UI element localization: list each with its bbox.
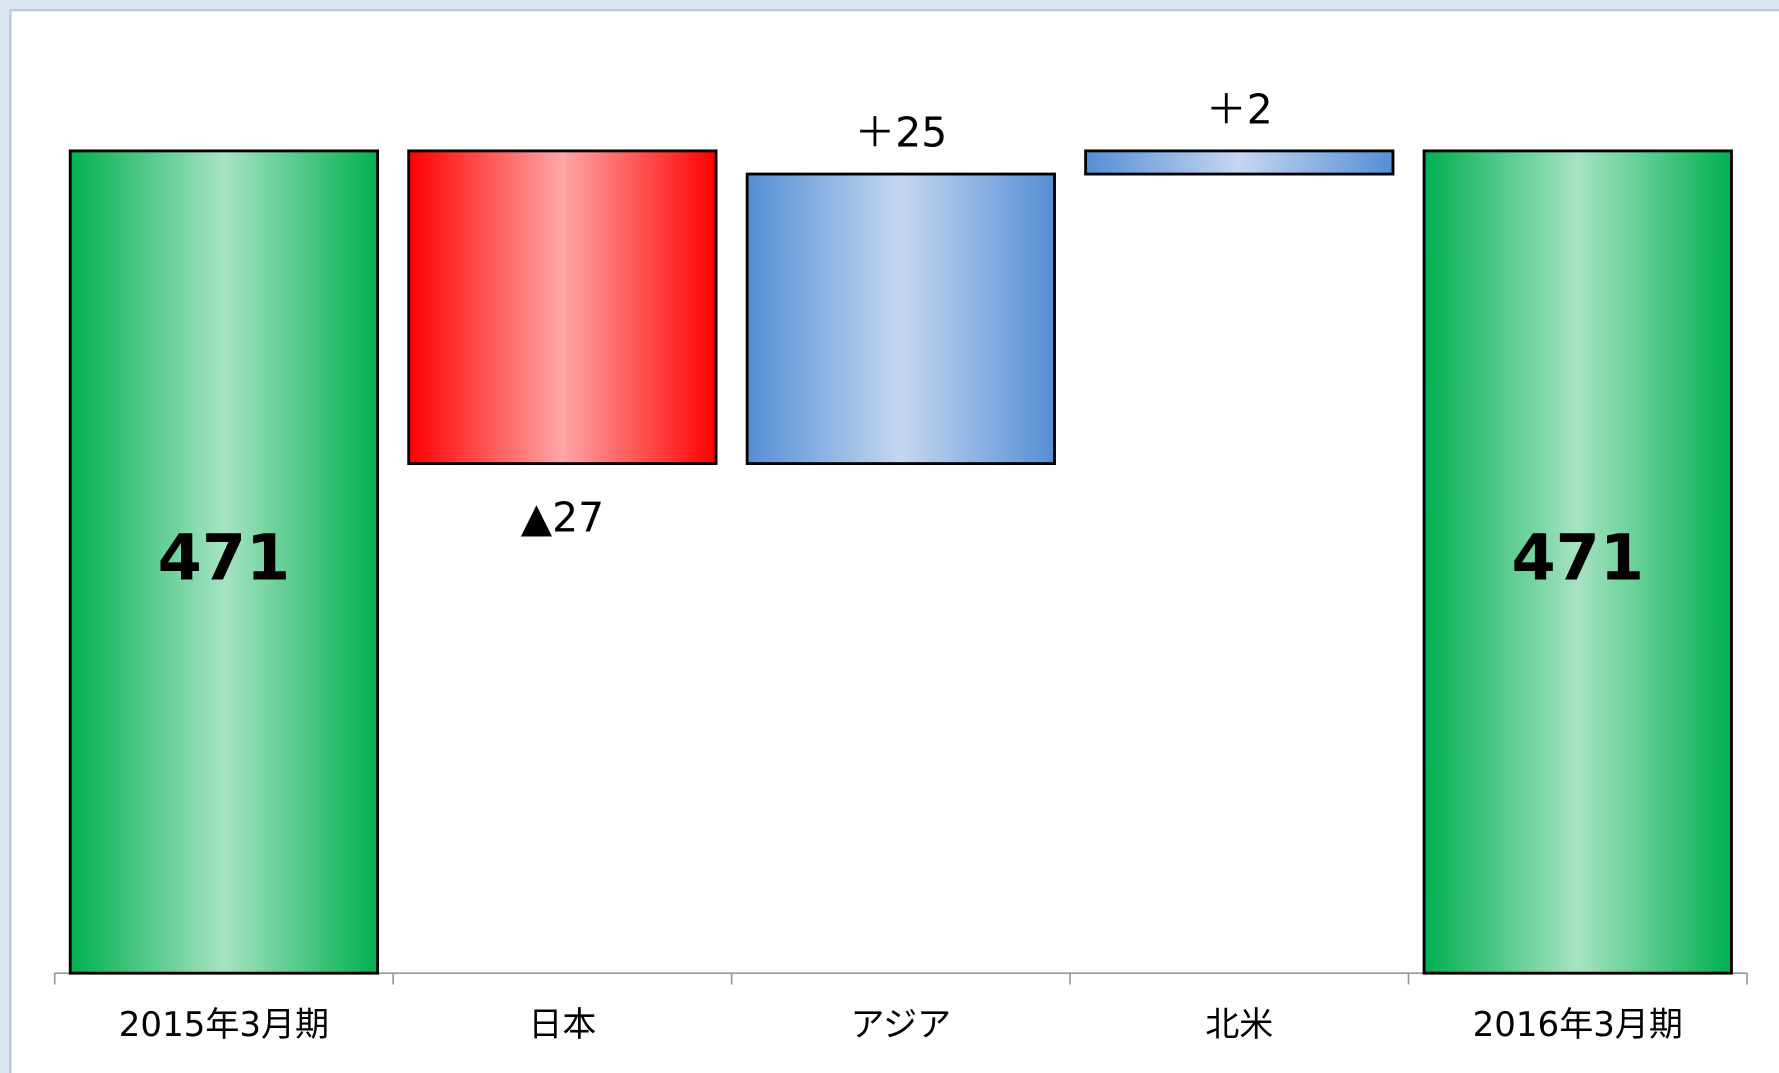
x-tick-label: 北米 <box>1205 1005 1273 1045</box>
bar <box>1084 149 1395 176</box>
data-label: ＋25 <box>854 108 947 156</box>
x-tick-label: 2015年3月期 <box>119 1005 329 1045</box>
data-label: 471 <box>158 521 291 595</box>
data-label: ＋2 <box>1206 85 1273 133</box>
bar <box>1422 149 1733 975</box>
x-tick-label: 日本 <box>528 1005 596 1045</box>
bar <box>745 172 1056 466</box>
bar <box>407 149 718 466</box>
x-tick-label: 2016年3月期 <box>1473 1005 1683 1045</box>
bar <box>68 149 380 975</box>
data-label: ▲27 <box>521 493 604 541</box>
data-label: 471 <box>1511 521 1644 595</box>
x-tick-label: アジア <box>850 1005 951 1045</box>
